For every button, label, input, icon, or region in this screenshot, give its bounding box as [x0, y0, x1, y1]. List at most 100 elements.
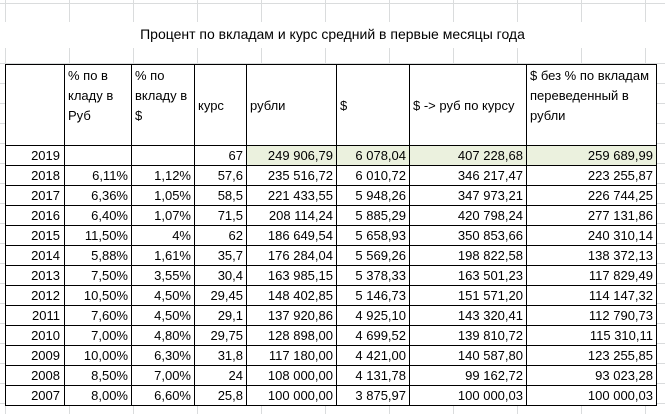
usd-rate-cell[interactable] [131, 145, 195, 166]
year-cell[interactable]: 2018 [5, 165, 65, 186]
usd-cell[interactable]: 6 078,04 [336, 145, 410, 166]
rubles-cell[interactable]: 235 516,72 [246, 165, 337, 186]
rub-rate-cell[interactable]: 6,11% [64, 165, 132, 186]
rub-rate-cell[interactable]: 8,00% [64, 385, 132, 406]
rubles-cell[interactable]: 128 898,00 [246, 325, 337, 346]
rubles-cell[interactable]: 100 000,00 [246, 385, 337, 406]
rubles-cell[interactable]: 221 433,55 [246, 185, 337, 206]
usd-rate-cell[interactable]: 6,60% [131, 385, 195, 406]
kurs-cell[interactable]: 25,8 [194, 385, 247, 406]
usd-cell[interactable]: 5 658,93 [336, 225, 410, 246]
year-cell[interactable]: 2008 [5, 365, 65, 386]
usd-rate-cell[interactable]: 4,50% [131, 305, 195, 326]
usd-to-rub-cell[interactable]: 139 810,72 [409, 325, 527, 346]
usd-to-rub-cell[interactable]: 151 571,20 [409, 285, 527, 306]
rub-rate-cell[interactable]: 6,36% [64, 185, 132, 206]
usd-no-interest-cell[interactable]: 138 372,13 [526, 245, 657, 266]
usd-no-interest-cell[interactable]: 115 310,11 [526, 325, 657, 346]
usd-no-interest-cell[interactable]: 123 255,85 [526, 345, 657, 366]
usd-cell[interactable]: 4 925,10 [336, 305, 410, 326]
year-cell[interactable]: 2017 [5, 185, 65, 206]
usd-cell[interactable]: 4 421,00 [336, 345, 410, 366]
rubles-cell[interactable]: 117 180,00 [246, 345, 337, 366]
usd-rate-cell[interactable]: 4,80% [131, 325, 195, 346]
year-cell[interactable]: 2011 [5, 305, 65, 326]
usd-cell[interactable]: 5 146,73 [336, 285, 410, 306]
usd-to-rub-cell[interactable]: 347 973,21 [409, 185, 527, 206]
usd-rate-cell[interactable]: 4% [131, 225, 195, 246]
rub-rate-cell[interactable]: 6,40% [64, 205, 132, 226]
usd-cell[interactable]: 4 131,78 [336, 365, 410, 386]
header-corner-cell[interactable] [5, 64, 65, 146]
header-rubles-cell[interactable]: рубли [246, 64, 337, 146]
usd-cell[interactable]: 5 378,33 [336, 265, 410, 286]
kurs-cell[interactable]: 58,5 [194, 185, 247, 206]
kurs-cell[interactable]: 57,6 [194, 165, 247, 186]
header-usd-rate-cell[interactable]: % по вкладу в $ [131, 64, 195, 146]
usd-cell[interactable]: 5 569,26 [336, 245, 410, 266]
header-usd-to-rub-cell[interactable]: $ -> руб по курсу [409, 64, 527, 146]
rubles-cell[interactable]: 148 402,85 [246, 285, 337, 306]
usd-no-interest-cell[interactable]: 259 689,99 [526, 145, 657, 166]
kurs-cell[interactable]: 29,75 [194, 325, 247, 346]
rub-rate-cell[interactable]: 7,60% [64, 305, 132, 326]
usd-rate-cell[interactable]: 6,30% [131, 345, 195, 366]
usd-cell[interactable]: 5 885,29 [336, 205, 410, 226]
rubles-cell[interactable]: 186 649,54 [246, 225, 337, 246]
year-cell[interactable]: 2013 [5, 265, 65, 286]
kurs-cell[interactable]: 62 [194, 225, 247, 246]
header-rub-rate-cell[interactable]: % по в кладу в Руб [64, 64, 132, 146]
year-cell[interactable]: 2016 [5, 205, 65, 226]
usd-cell[interactable]: 5 948,26 [336, 185, 410, 206]
rub-rate-cell[interactable]: 10,50% [64, 285, 132, 306]
usd-cell[interactable]: 4 699,52 [336, 325, 410, 346]
kurs-cell[interactable]: 35,7 [194, 245, 247, 266]
year-cell[interactable]: 2009 [5, 345, 65, 366]
usd-rate-cell[interactable]: 4,50% [131, 285, 195, 306]
rub-rate-cell[interactable]: 7,50% [64, 265, 132, 286]
usd-no-interest-cell[interactable]: 117 829,49 [526, 265, 657, 286]
rubles-cell[interactable]: 176 284,04 [246, 245, 337, 266]
year-cell[interactable]: 2019 [5, 145, 65, 166]
kurs-cell[interactable]: 29,1 [194, 305, 247, 326]
rubles-cell[interactable]: 249 906,79 [246, 145, 337, 166]
usd-no-interest-cell[interactable]: 240 310,14 [526, 225, 657, 246]
rub-rate-cell[interactable]: 7,00% [64, 325, 132, 346]
usd-to-rub-cell[interactable]: 407 228,68 [409, 145, 527, 166]
year-cell[interactable]: 2007 [5, 385, 65, 406]
usd-to-rub-cell[interactable]: 143 320,41 [409, 305, 527, 326]
sheet-title[interactable]: Процент по вкладам и курс средний в перв… [0, 24, 665, 44]
rub-rate-cell[interactable]: 11,50% [64, 225, 132, 246]
usd-rate-cell[interactable]: 3,55% [131, 265, 195, 286]
usd-to-rub-cell[interactable]: 346 217,47 [409, 165, 527, 186]
kurs-cell[interactable]: 24 [194, 365, 247, 386]
header-kurs-cell[interactable]: курс [194, 64, 247, 146]
kurs-cell[interactable]: 30,4 [194, 265, 247, 286]
rubles-cell[interactable]: 163 985,15 [246, 265, 337, 286]
usd-rate-cell[interactable]: 7,00% [131, 365, 195, 386]
usd-cell[interactable]: 3 875,97 [336, 385, 410, 406]
rub-rate-cell[interactable]: 10,00% [64, 345, 132, 366]
usd-to-rub-cell[interactable]: 100 000,03 [409, 385, 527, 406]
kurs-cell[interactable]: 31,8 [194, 345, 247, 366]
year-cell[interactable]: 2012 [5, 285, 65, 306]
rubles-cell[interactable]: 208 114,24 [246, 205, 337, 226]
usd-no-interest-cell[interactable]: 112 790,73 [526, 305, 657, 326]
usd-to-rub-cell[interactable]: 99 162,72 [409, 365, 527, 386]
usd-to-rub-cell[interactable]: 420 798,24 [409, 205, 527, 226]
kurs-cell[interactable]: 67 [194, 145, 247, 166]
rubles-cell[interactable]: 108 000,00 [246, 365, 337, 386]
rubles-cell[interactable]: 137 920,86 [246, 305, 337, 326]
usd-no-interest-cell[interactable]: 226 744,25 [526, 185, 657, 206]
usd-cell[interactable]: 6 010,72 [336, 165, 410, 186]
usd-no-interest-cell[interactable]: 223 255,87 [526, 165, 657, 186]
usd-no-interest-cell[interactable]: 100 000,03 [526, 385, 657, 406]
year-cell[interactable]: 2015 [5, 225, 65, 246]
usd-rate-cell[interactable]: 1,12% [131, 165, 195, 186]
usd-rate-cell[interactable]: 1,07% [131, 205, 195, 226]
year-cell[interactable]: 2014 [5, 245, 65, 266]
usd-no-interest-cell[interactable]: 114 147,32 [526, 285, 657, 306]
usd-to-rub-cell[interactable]: 163 501,23 [409, 265, 527, 286]
rub-rate-cell[interactable]: 8,50% [64, 365, 132, 386]
year-cell[interactable]: 2010 [5, 325, 65, 346]
